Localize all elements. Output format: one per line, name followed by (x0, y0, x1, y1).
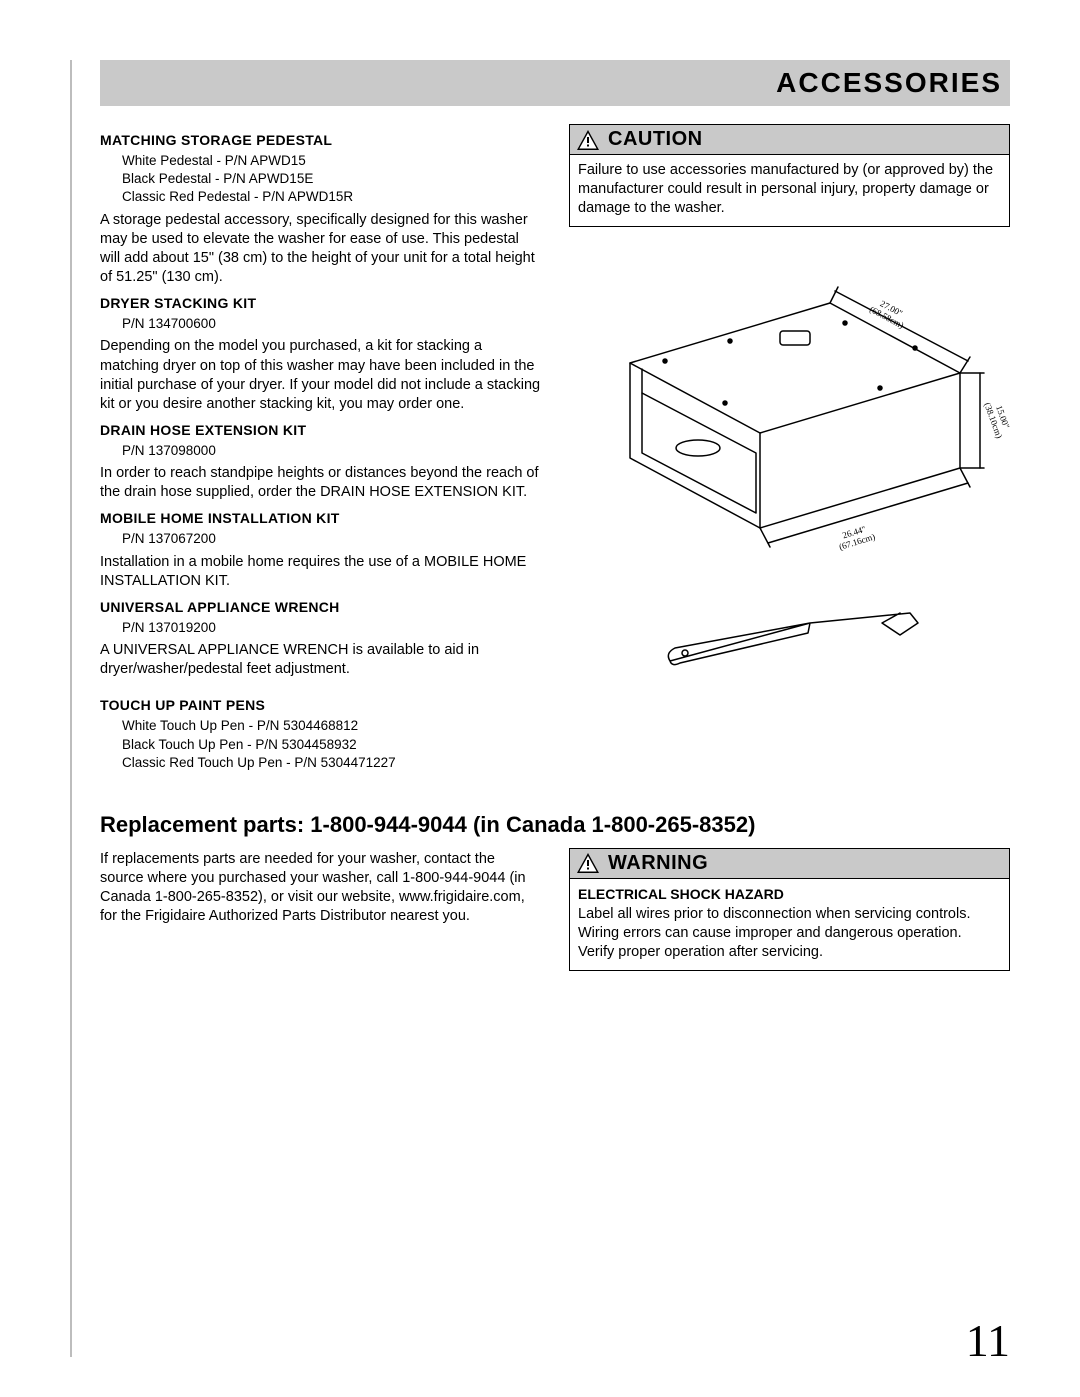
pn-item: White Pedestal - P/N APWD15 (122, 152, 541, 170)
pn-list-pedestal: White Pedestal - P/N APWD15 Black Pedest… (122, 152, 541, 207)
replacement-columns: If replacements parts are needed for you… (100, 848, 1010, 971)
section-header: ACCESSORIES (100, 60, 1010, 106)
warning-text: Label all wires prior to disconnection w… (578, 905, 1001, 962)
pn-drain: P/N 137098000 (122, 442, 541, 460)
warning-triangle-icon (576, 852, 600, 874)
replacement-body: If replacements parts are needed for you… (100, 850, 541, 927)
pn-stacking: P/N 134700600 (122, 315, 541, 333)
heading-paint: TOUCH UP PAINT PENS (100, 697, 541, 713)
pn-list-paint: White Touch Up Pen - P/N 5304468812 Blac… (122, 717, 541, 772)
pn-item: Classic Red Pedestal - P/N APWD15R (122, 188, 541, 206)
warning-box: WARNING ELECTRICAL SHOCK HAZARD Label al… (569, 848, 1010, 971)
section-title: ACCESSORIES (776, 67, 1002, 99)
pn-mobile: P/N 137067200 (122, 530, 541, 548)
pn-item: Classic Red Touch Up Pen - P/N 530447122… (122, 754, 541, 772)
left-vertical-rule (70, 60, 72, 1357)
left-column: MATCHING STORAGE PEDESTAL White Pedestal… (100, 124, 541, 776)
pedestal-diagram: 27.00" (68.58cm) 15.00" (38.10cm) 26.44"… (569, 243, 1010, 583)
replacement-left: If replacements parts are needed for you… (100, 848, 541, 971)
body-mobile: Installation in a mobile home requires t… (100, 553, 541, 591)
two-column-layout: MATCHING STORAGE PEDESTAL White Pedestal… (100, 124, 1010, 776)
caution-box: CAUTION Failure to use accessories manuf… (569, 124, 1010, 227)
heading-mobile: MOBILE HOME INSTALLATION KIT (100, 510, 541, 526)
heading-wrench: UNIVERSAL APPLIANCE WRENCH (100, 599, 541, 615)
body-wrench: A UNIVERSAL APPLIANCE WRENCH is availabl… (100, 641, 541, 679)
page-number: 11 (966, 1314, 1010, 1367)
wrench-diagram (569, 593, 1010, 683)
heading-pedestal: MATCHING STORAGE PEDESTAL (100, 132, 541, 148)
heading-stacking: DRYER STACKING KIT (100, 295, 541, 311)
pn-wrench: P/N 137019200 (122, 619, 541, 637)
warning-subhead: ELECTRICAL SHOCK HAZARD (578, 885, 1001, 903)
right-column: CAUTION Failure to use accessories manuf… (569, 124, 1010, 776)
pn-item: Black Touch Up Pen - P/N 5304458932 (122, 736, 541, 754)
caution-title: CAUTION (608, 128, 703, 151)
pedestal-svg: 27.00" (68.58cm) 15.00" (38.10cm) 26.44"… (570, 243, 1010, 583)
warning-body: ELECTRICAL SHOCK HAZARD Label all wires … (570, 879, 1009, 970)
body-drain: In order to reach standpipe heights or d… (100, 464, 541, 502)
replacement-heading: Replacement parts: 1-800-944-9044 (in Ca… (100, 812, 1010, 838)
warning-triangle-icon (576, 129, 600, 151)
body-stacking: Depending on the model you purchased, a … (100, 337, 541, 414)
warning-title: WARNING (608, 852, 708, 875)
warning-title-bar: WARNING (570, 849, 1009, 879)
body-pedestal: A storage pedestal accessory, specifical… (100, 211, 541, 288)
caution-title-bar: CAUTION (570, 125, 1009, 155)
caution-body: Failure to use accessories manufactured … (570, 155, 1009, 226)
wrench-svg (650, 593, 930, 683)
pn-item: White Touch Up Pen - P/N 5304468812 (122, 717, 541, 735)
pn-item: Black Pedestal - P/N APWD15E (122, 170, 541, 188)
replacement-right: WARNING ELECTRICAL SHOCK HAZARD Label al… (569, 848, 1010, 971)
heading-drain: DRAIN HOSE EXTENSION KIT (100, 422, 541, 438)
